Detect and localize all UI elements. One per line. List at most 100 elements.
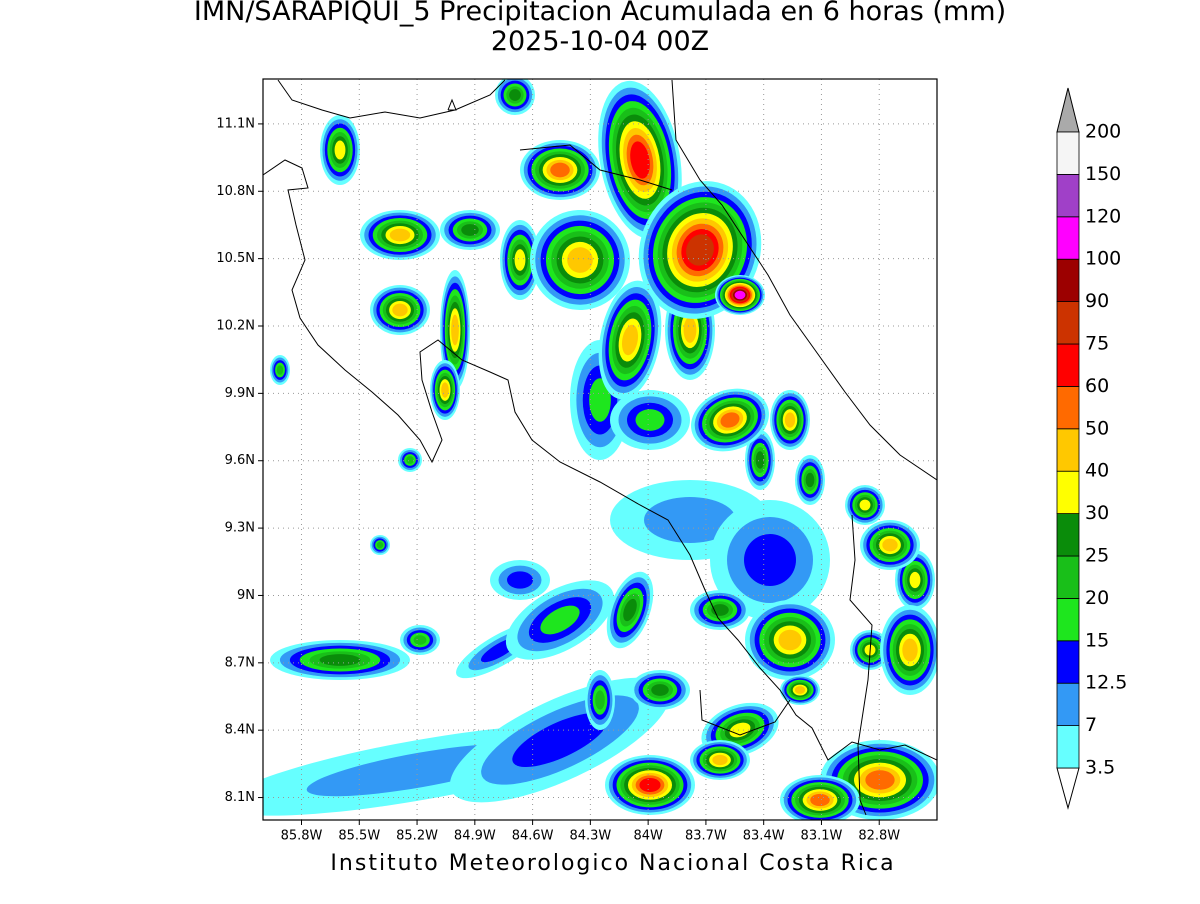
precip-contour [406, 456, 414, 464]
colorbar-label: 60 [1085, 375, 1109, 397]
precip-contour [413, 635, 427, 645]
colorbar-box [1056, 301, 1080, 345]
colorbar-label: 30 [1085, 502, 1109, 524]
coastline [671, 79, 937, 481]
plot-frame [262, 78, 938, 821]
precip-contour [635, 409, 665, 431]
precip-contour [720, 412, 740, 428]
colorbar: 3.5 7 12.5 15 20 25 30 40 50 60 75 90 100 120 150 200 [1056, 87, 1127, 810]
island [447, 98, 457, 111]
colorbar-box [1056, 131, 1080, 175]
subtitle: 2025-10-04 00Z [491, 26, 709, 57]
precip-contour [729, 722, 751, 738]
precip-contour [784, 412, 796, 428]
x-tick-label: 85.8W [281, 829, 323, 844]
colorbar-under [1056, 767, 1080, 810]
coastline [263, 159, 937, 761]
colorbar-box [1056, 385, 1080, 430]
x-tick-label: 83.7W [685, 829, 727, 844]
precip-contour [512, 712, 608, 768]
precip-contour [810, 793, 830, 807]
colorbar-label: 15 [1085, 629, 1109, 651]
precip-contour [651, 684, 669, 696]
y-tick-label: 8.4N [225, 723, 255, 738]
colorbar-label: 40 [1085, 460, 1109, 482]
precip-contour [686, 234, 714, 266]
x-tick-label: 84W [633, 829, 663, 844]
x-tick-label: 82.8W [858, 829, 900, 844]
precip-contour [621, 324, 639, 356]
grid [263, 79, 937, 820]
precip-contour [712, 754, 728, 766]
colorbar-box [1056, 470, 1080, 515]
y-tick-label: 9N [237, 588, 255, 603]
colorbar-label: 150 [1085, 163, 1121, 185]
precip-contour [276, 365, 284, 375]
colorbar-label: 12.5 [1085, 672, 1127, 694]
x-tick-label: 84.3W [569, 829, 611, 844]
precip-contour [755, 451, 765, 469]
precip-contour [567, 247, 593, 273]
precip-contour [441, 382, 449, 398]
precip-contour [683, 317, 697, 343]
colorbar-label: 90 [1085, 290, 1109, 312]
precip-contour [734, 290, 746, 300]
colorbar-label: 25 [1085, 545, 1109, 567]
y-tick-label: 11.1N [216, 116, 255, 131]
precip-contour [550, 162, 570, 178]
precip-contour [589, 378, 611, 422]
colorbar-box [1056, 513, 1080, 557]
colorbar-label: 7 [1085, 714, 1097, 736]
precip-contour [451, 314, 459, 346]
colorbar-box [1056, 428, 1080, 472]
y-tick-label: 9.6N [225, 453, 255, 468]
precip-contour [805, 472, 815, 488]
precip-contour [461, 224, 479, 236]
precip-contour [778, 629, 802, 651]
border [849, 514, 873, 816]
y-tick-label: 9.9N [225, 386, 255, 401]
colorbar-label: 100 [1085, 248, 1121, 270]
colorbar-label: 20 [1085, 587, 1109, 609]
colorbar-box [1056, 598, 1080, 642]
x-tick-label: 85.2W [396, 829, 438, 844]
x-tick-label: 83.1W [801, 829, 843, 844]
precip-contour [540, 605, 580, 635]
colorbar-box [1056, 173, 1080, 218]
precip-contour [376, 541, 384, 549]
precip-contour [909, 571, 921, 589]
coastline [699, 689, 791, 736]
precip-contour [639, 777, 661, 793]
precip-contour [882, 538, 898, 552]
precip-contour [595, 690, 605, 710]
precip-contour [319, 654, 361, 666]
y-tick-label: 10.5N [216, 251, 255, 266]
precip-contour [859, 499, 871, 511]
precip-contour [392, 303, 408, 317]
precip-contour [865, 770, 895, 790]
precip-field [263, 79, 937, 820]
colorbar-box [1056, 640, 1080, 684]
precip-contour [644, 497, 736, 543]
coastlines [263, 79, 937, 816]
colorbar-box [1056, 725, 1080, 769]
border [519, 144, 673, 191]
precip-contour [334, 140, 346, 160]
precip-contour [902, 638, 918, 662]
precip-contour [744, 534, 796, 586]
colorbar-label: 200 [1085, 121, 1121, 143]
y-tick-label: 8.7N [225, 655, 255, 670]
precip-contour [630, 141, 650, 179]
precip-contour [509, 89, 521, 101]
coastline [277, 79, 506, 119]
y-tick-label: 8.1N [225, 790, 255, 805]
precip-contour [623, 598, 637, 622]
x-tick-label: 84.6W [512, 829, 554, 844]
y-tick-label: 9.3N [225, 521, 255, 536]
colorbar-label: 50 [1085, 417, 1109, 439]
y-tick-label: 10.2N [216, 319, 255, 334]
colorbar-box [1056, 555, 1080, 599]
colorbar-label: 3.5 [1085, 757, 1115, 779]
colorbar-box [1056, 258, 1080, 303]
